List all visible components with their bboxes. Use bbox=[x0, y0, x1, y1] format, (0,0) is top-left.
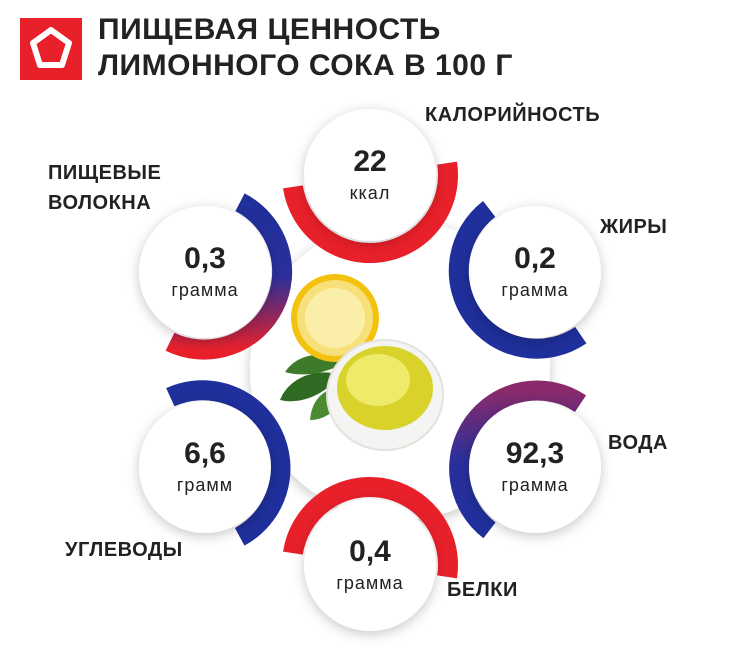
arc bbox=[448, 200, 587, 359]
value-circle bbox=[304, 109, 436, 241]
value-circle bbox=[304, 499, 436, 631]
value: 22 bbox=[353, 145, 387, 178]
label: БЕЛКИ bbox=[447, 579, 518, 601]
value-circle bbox=[469, 206, 601, 338]
value-circle bbox=[469, 401, 601, 533]
arc bbox=[166, 380, 291, 546]
label: ПИЩЕВЫЕ ВОЛОКНА bbox=[48, 162, 162, 214]
arc bbox=[449, 380, 587, 539]
arc bbox=[283, 477, 458, 579]
unit: грамма bbox=[171, 280, 239, 300]
label: УГЛЕВОДЫ bbox=[65, 539, 183, 561]
logo-mark bbox=[30, 27, 72, 68]
arc bbox=[283, 161, 458, 263]
label: ЖИРЫ bbox=[600, 216, 668, 238]
title-line: ПИЩЕВАЯ ЦЕННОСТЬ bbox=[98, 13, 441, 46]
unit: грамма bbox=[501, 475, 569, 495]
value-circle bbox=[139, 206, 271, 338]
value-circle bbox=[139, 401, 271, 533]
lemon-illustration bbox=[280, 274, 444, 451]
label: ВОДА bbox=[608, 432, 668, 454]
arc bbox=[165, 193, 293, 360]
value: 0,3 bbox=[184, 242, 226, 275]
unit: грамма bbox=[501, 280, 569, 300]
value: 6,6 bbox=[184, 437, 226, 470]
label: КАЛОРИЙНОСТЬ bbox=[425, 104, 601, 126]
value: 0,4 bbox=[349, 535, 391, 568]
value: 0,2 bbox=[514, 242, 556, 275]
title-line: ЛИМОННОГО СОКА В 100 Г bbox=[98, 49, 513, 82]
unit: ккал bbox=[349, 183, 391, 203]
unit: грамм bbox=[176, 475, 234, 495]
unit: грамма bbox=[336, 573, 404, 593]
value: 92,3 bbox=[505, 437, 565, 470]
